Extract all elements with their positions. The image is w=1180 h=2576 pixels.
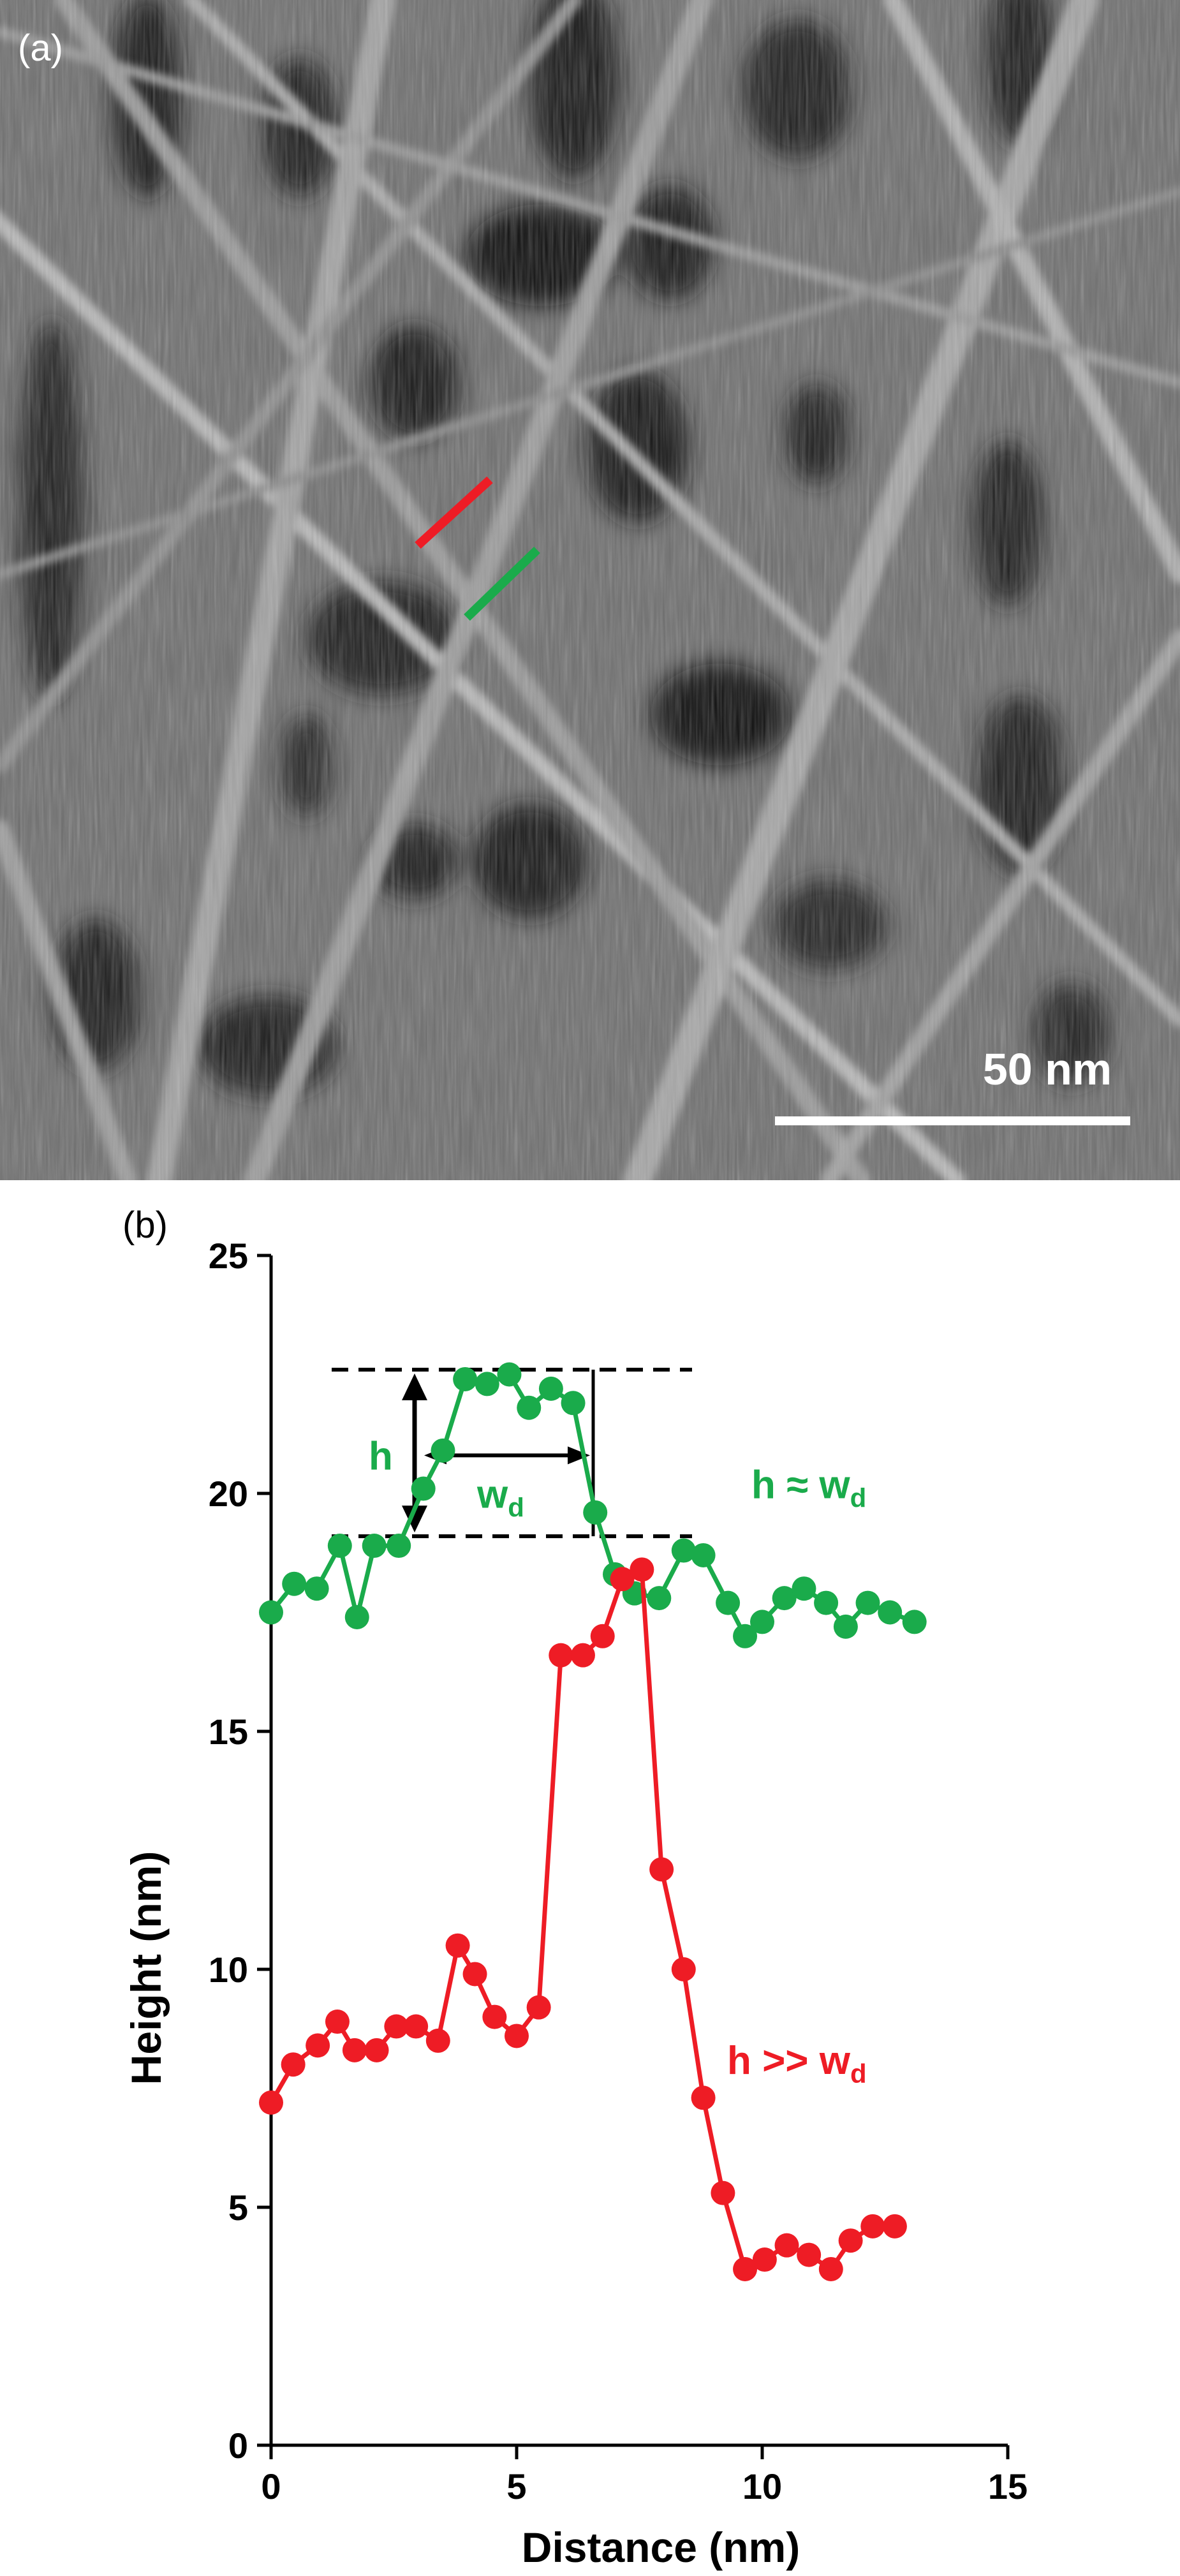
series-0-point: [772, 1586, 797, 1611]
series-0-point: [431, 1438, 455, 1463]
series-0-point: [792, 1576, 816, 1601]
y-tick-label: 25: [209, 1236, 248, 1276]
series-line-1: [269, 1567, 895, 2272]
annotations: h wd h ≈ wd h >> wd: [332, 1368, 867, 2089]
scale-bar-label: 50 nm: [983, 1044, 1112, 1094]
series-1-point: [882, 2214, 907, 2239]
series-0-point: [691, 1543, 716, 1567]
series-0-point: [259, 1600, 283, 1625]
series-1-point: [325, 2010, 350, 2034]
series-1-point: [711, 2180, 735, 2205]
y-axis-label: Height (nm): [122, 1851, 170, 2085]
series-0-point: [517, 1395, 542, 1420]
x-axis-label: Distance (nm): [522, 2524, 800, 2571]
series-1-point: [526, 1995, 551, 2020]
series-1-point: [259, 2090, 283, 2115]
series-1-point: [384, 2014, 409, 2039]
series-0-point: [538, 1376, 563, 1401]
series-1-point: [590, 1624, 615, 1648]
panel-b-label: (b): [122, 1204, 168, 1246]
series-1-point: [860, 2214, 885, 2239]
afm-image-panel: 50 nm (a): [0, 0, 1180, 1195]
series-0-point: [583, 1500, 608, 1525]
series-1-point: [838, 2228, 863, 2253]
arrowhead-down: [402, 1506, 427, 1533]
series-1-point: [630, 1557, 654, 1582]
height-profile-panel: (b) 0 5 10 15 20 25 0 5 10 15 h wd h ≈ wd h >> wd Di…: [0, 1180, 1180, 2573]
series-1-point: [774, 2233, 799, 2258]
y-tick-label: 20: [209, 1474, 248, 1514]
series-1-point: [505, 2024, 529, 2048]
series-0-point: [453, 1366, 478, 1391]
series-1-point: [797, 2242, 822, 2267]
series-0-point: [750, 1610, 774, 1634]
series-1-point: [610, 1567, 635, 1592]
series-0-point: [282, 1571, 307, 1596]
series-1-point: [404, 2014, 429, 2039]
series-layer: [259, 1362, 927, 2281]
series-1-point: [306, 2033, 330, 2058]
series-1-point: [482, 2004, 507, 2029]
series-0-point: [647, 1586, 672, 1611]
series-0-point: [733, 1624, 758, 1648]
series-0-point: [833, 1614, 858, 1639]
arrowhead-right: [568, 1446, 590, 1465]
red-series-annotation: h >> wd: [727, 2039, 867, 2089]
x-tick-label: 15: [988, 2466, 1028, 2506]
red-profile-line: [415, 476, 493, 549]
axes: 0 5 10 15 20 25 0 5 10 15: [209, 1236, 1028, 2506]
height-profile-chart: (b) 0 5 10 15 20 25 0 5 10 15 h wd h ≈ wd h >> wd Di…: [122, 1204, 1028, 2571]
series-1-point: [752, 2247, 777, 2272]
series-0-point: [387, 1534, 411, 1558]
series-1-point: [733, 2256, 758, 2281]
green-series-annotation: h ≈ wd: [751, 1463, 866, 1513]
series-0-point: [855, 1590, 880, 1615]
series-0-point: [902, 1610, 927, 1634]
y-tick-label: 10: [209, 1950, 248, 1990]
series-1-point: [281, 2052, 306, 2077]
series-1-point: [671, 1957, 696, 1981]
series-0-point: [362, 1534, 387, 1558]
y-tick-label: 15: [209, 1712, 248, 1752]
series-1-point: [425, 2028, 450, 2053]
series-1-point: [818, 2256, 843, 2281]
green-profile-line: [464, 546, 540, 621]
series-0-point: [497, 1362, 522, 1387]
series-0-point: [327, 1534, 352, 1558]
series-0-point: [304, 1576, 329, 1601]
series-0-point: [475, 1372, 499, 1396]
panel-a-label: (a): [18, 27, 63, 69]
series-1-point: [445, 1933, 470, 1958]
series-0-point: [671, 1538, 696, 1563]
series-1-point: [364, 2038, 389, 2062]
y-tick-label: 5: [228, 2187, 248, 2228]
afm-image: 50 nm (a): [0, 0, 1180, 1195]
series-1-point: [549, 1643, 573, 1668]
y-tick-label: 0: [228, 2425, 248, 2466]
h-label: h: [369, 1435, 393, 1479]
series-0-point: [716, 1590, 741, 1615]
series-1-point: [462, 1962, 487, 1987]
x-tick-label: 5: [506, 2466, 526, 2506]
series-1-point: [342, 2038, 367, 2062]
series-0-point: [561, 1391, 586, 1416]
scan-texture: [0, 0, 1180, 1180]
series-1-point: [570, 1643, 595, 1668]
series-1-point: [691, 2085, 716, 2110]
series-0-point: [411, 1476, 436, 1501]
x-tick-label: 10: [742, 2466, 782, 2506]
x-tick-label: 0: [261, 2466, 281, 2506]
series-0-point: [878, 1600, 903, 1625]
series-0-point: [344, 1604, 369, 1629]
arrowhead-up: [402, 1373, 427, 1401]
series-0-point: [814, 1590, 839, 1615]
series-1-point: [649, 1857, 674, 1882]
wd-label: wd: [476, 1472, 524, 1522]
